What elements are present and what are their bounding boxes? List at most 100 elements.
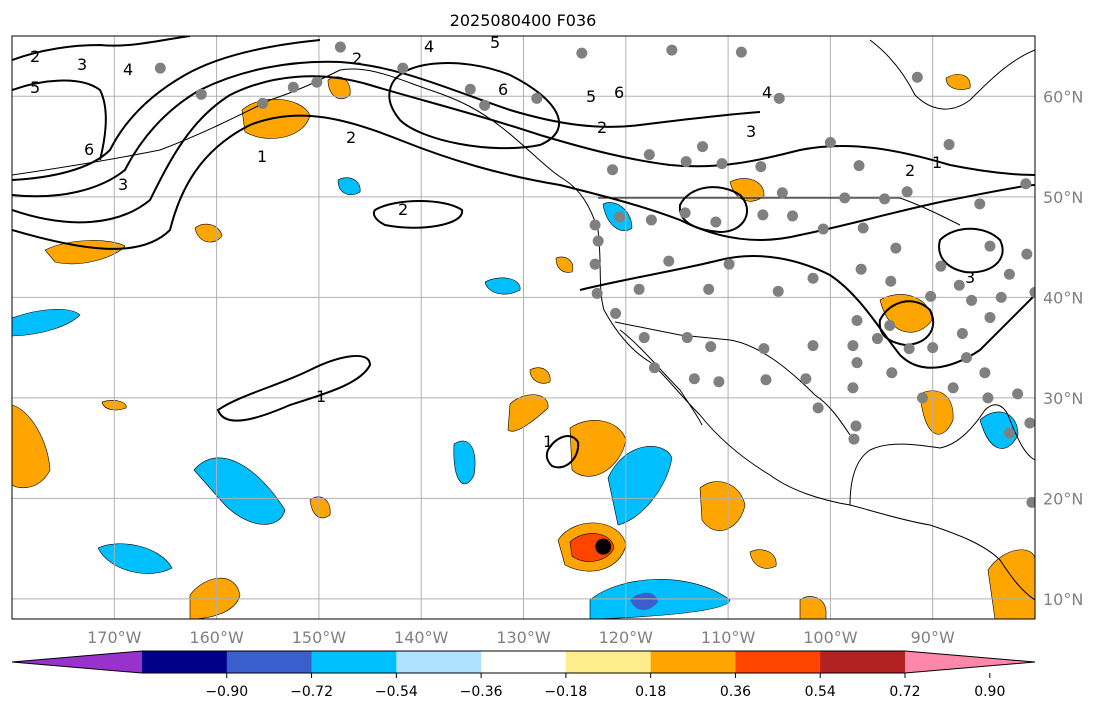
station-marker — [645, 214, 657, 226]
station-marker — [1003, 268, 1015, 280]
border-us-canada — [598, 197, 961, 226]
contour-line — [372, 200, 464, 229]
lat-tick-label: 20°N — [1043, 489, 1083, 508]
colorbar-segment — [650, 651, 736, 673]
shade-patch — [987, 549, 1035, 619]
shade-patch — [630, 592, 658, 610]
contour-label: 6 — [84, 140, 94, 159]
station-marker — [817, 223, 829, 235]
lat-tick-label: 60°N — [1043, 87, 1083, 106]
contour-label: 2 — [398, 200, 408, 219]
colorbar-tick-label: −0.54 — [375, 684, 418, 700]
colorbar-tick-label: 0.18 — [635, 684, 666, 700]
station-marker — [1020, 178, 1032, 190]
colorbar-tick-label: −0.36 — [460, 684, 503, 700]
colorbar-outline — [11, 650, 1036, 674]
lat-tick-label: 40°N — [1043, 288, 1083, 307]
contour-line — [12, 75, 1035, 224]
contour-line — [12, 114, 1035, 250]
coastline-gulf — [849, 404, 1035, 506]
contour-label: 2 — [352, 49, 362, 68]
lon-tick-label: 90°W — [911, 628, 955, 647]
shade-patch — [799, 596, 827, 619]
contour-label: 3 — [77, 55, 87, 74]
station-marker — [848, 433, 860, 445]
station-marker — [966, 294, 978, 306]
station-marker — [607, 164, 619, 176]
station-marker — [679, 207, 691, 219]
contour-line — [12, 39, 321, 181]
shade-patch — [12, 308, 81, 337]
contour-line — [388, 62, 560, 150]
contour-label: 2 — [30, 47, 40, 66]
station-marker — [855, 263, 867, 275]
station-markers — [154, 41, 1035, 508]
station-marker — [334, 41, 346, 53]
station-marker — [592, 235, 604, 247]
shade-patch — [97, 543, 173, 574]
lon-tick-label: 100°W — [803, 628, 858, 647]
colorbar: −0.90 −0.72 −0.54 −0.36 −0.18 0.18 0.36 0.54 0.7… — [11, 650, 1036, 700]
station-marker — [871, 333, 883, 345]
station-marker — [807, 272, 819, 284]
station-marker — [705, 341, 717, 353]
shaded-anomaly-field — [12, 74, 1035, 619]
station-marker — [464, 83, 476, 95]
station-marker — [681, 332, 693, 344]
station-marker — [850, 420, 862, 432]
contour-label: 4 — [762, 83, 772, 102]
station-marker — [697, 141, 709, 153]
shade-patch — [44, 240, 126, 265]
station-marker — [851, 357, 863, 369]
station-marker — [648, 362, 660, 374]
station-marker — [886, 367, 898, 379]
station-marker — [911, 71, 923, 83]
figure-title: 2025080400 F036 — [450, 11, 597, 30]
station-marker — [713, 376, 725, 388]
contour-line — [12, 36, 191, 61]
station-marker — [666, 44, 678, 56]
shade-patch — [945, 74, 971, 90]
contour-label: 5 — [586, 87, 596, 106]
station-marker — [1012, 388, 1024, 400]
shade-patch — [729, 178, 765, 202]
lon-tick-label: 160°W — [189, 628, 244, 647]
colorbar-segment — [565, 651, 652, 673]
colorbar-segment — [142, 651, 228, 673]
hudson-bay — [869, 39, 1035, 110]
station-marker — [853, 160, 865, 172]
station-marker — [680, 156, 692, 168]
station-marker — [758, 343, 770, 355]
station-marker — [984, 311, 996, 323]
contour-line — [878, 300, 935, 347]
contour-label: 6 — [498, 80, 508, 99]
station-marker — [688, 373, 700, 385]
station-marker — [614, 211, 626, 223]
colorbar-tick-label: −0.72 — [290, 684, 333, 700]
shade-patch — [327, 76, 351, 100]
map-frame — [11, 35, 1036, 620]
station-marker — [787, 210, 799, 222]
station-marker — [735, 46, 747, 58]
station-marker — [195, 88, 207, 100]
station-marker — [984, 240, 996, 252]
station-marker — [925, 290, 937, 302]
station-marker — [812, 402, 824, 414]
shade-patch — [979, 411, 1019, 449]
contour-labels: 1 1 1 1 2 2 2 2 2 2 3 3 3 3 4 4 4 5 5 5 — [30, 36, 975, 451]
contour-line — [938, 227, 1004, 274]
station-marker — [974, 198, 986, 210]
station-marker — [916, 392, 928, 404]
station-marker — [890, 242, 902, 254]
station-marker — [643, 149, 655, 161]
contour-line — [216, 354, 372, 422]
contour-label: 3 — [965, 268, 975, 287]
station-marker — [800, 373, 812, 385]
station-marker — [772, 285, 784, 297]
lon-tick-label: 140°W — [394, 628, 449, 647]
station-marker — [927, 342, 939, 354]
colorbar-extend-high — [905, 651, 1035, 673]
station-marker — [1029, 286, 1035, 298]
station-marker — [154, 62, 166, 74]
station-marker — [1003, 427, 1015, 439]
